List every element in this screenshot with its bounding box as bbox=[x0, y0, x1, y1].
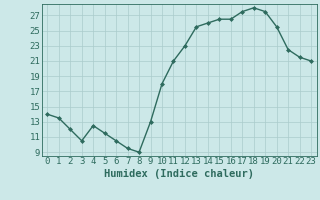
X-axis label: Humidex (Indice chaleur): Humidex (Indice chaleur) bbox=[104, 169, 254, 179]
